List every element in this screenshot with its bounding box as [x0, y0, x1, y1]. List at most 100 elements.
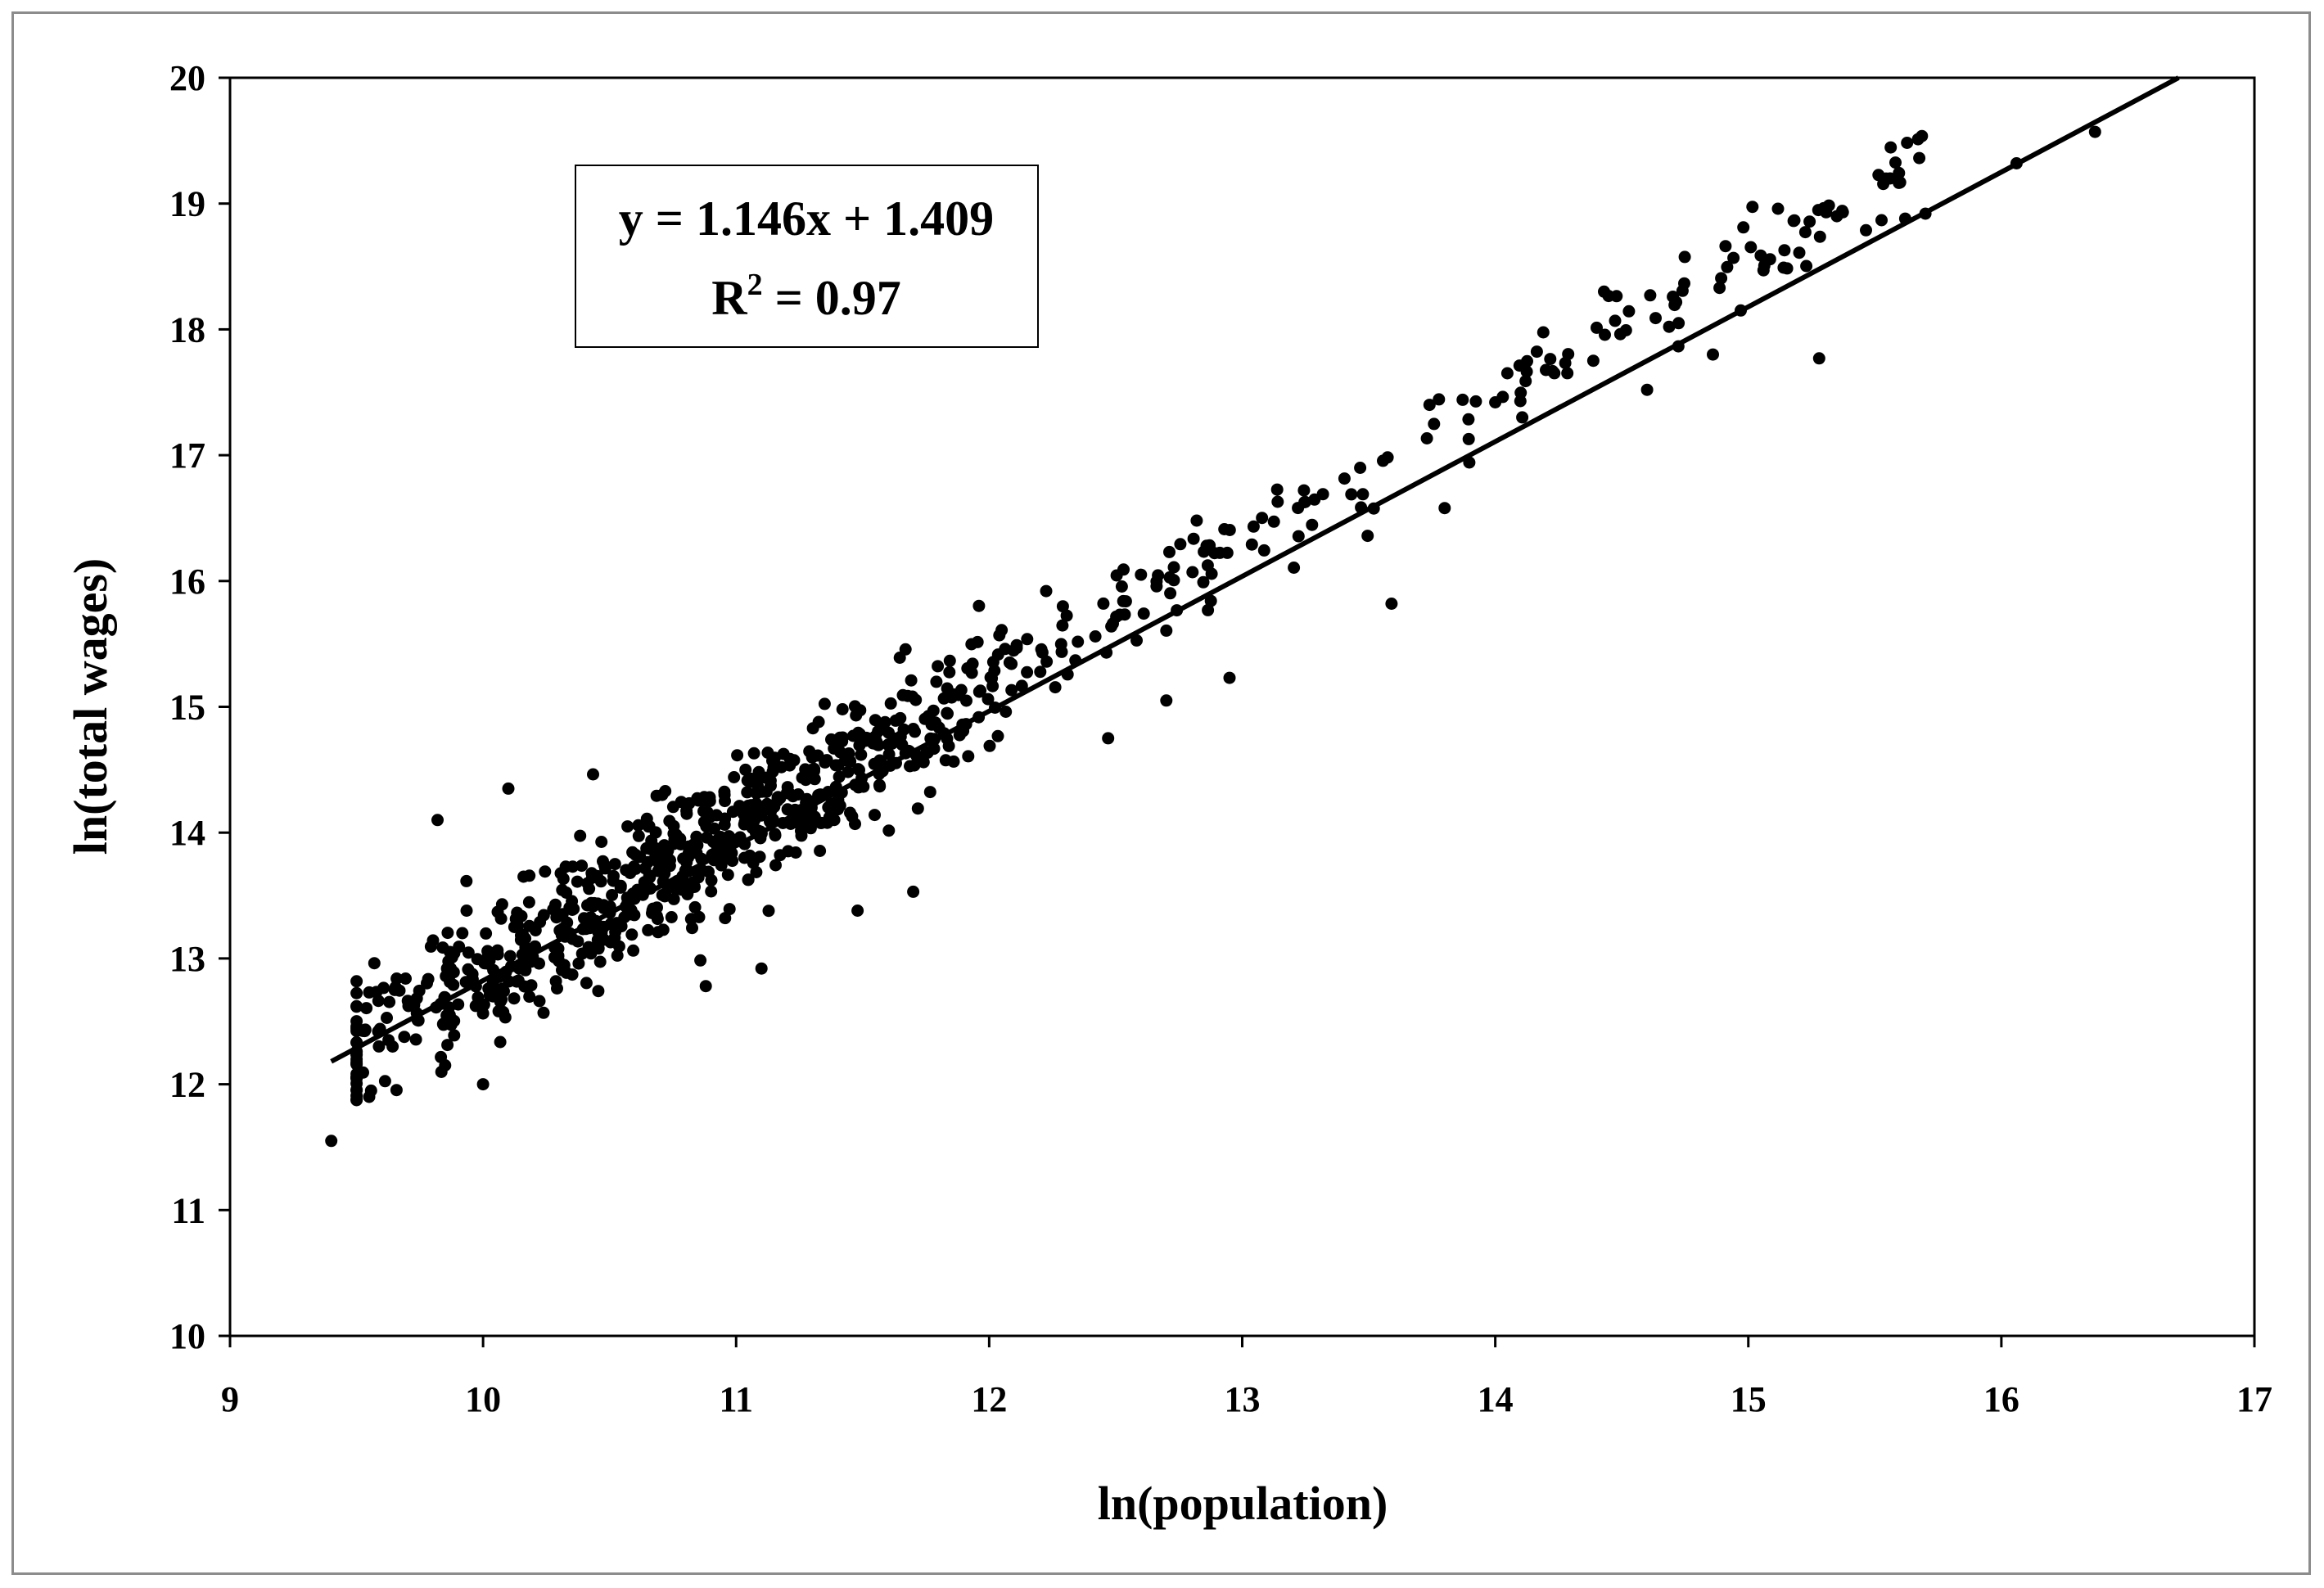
- data-point: [690, 830, 703, 843]
- data-point: [1530, 345, 1543, 359]
- data-point: [686, 922, 698, 935]
- data-point: [561, 916, 574, 929]
- x-tick-label: 14: [1478, 1379, 1514, 1419]
- data-point: [728, 771, 741, 783]
- data-point: [755, 962, 768, 975]
- data-point: [574, 829, 587, 842]
- data-point: [661, 844, 675, 857]
- data-point: [764, 774, 777, 787]
- data-point: [947, 755, 960, 768]
- data-point: [1297, 484, 1311, 497]
- data-point: [1721, 260, 1734, 273]
- data-point: [762, 905, 775, 918]
- data-point: [850, 709, 863, 722]
- data-point: [1150, 575, 1163, 588]
- data-point: [582, 941, 595, 954]
- data-point: [350, 1058, 363, 1071]
- data-point: [1771, 202, 1785, 215]
- data-point: [1256, 512, 1269, 525]
- data-point: [510, 975, 523, 988]
- data-point: [1591, 321, 1603, 334]
- data-point: [363, 1090, 376, 1103]
- data-point: [426, 934, 440, 947]
- data-point: [923, 786, 936, 799]
- data-point: [750, 866, 763, 878]
- data-point: [447, 966, 460, 979]
- data-point: [1860, 223, 1872, 237]
- data-point: [962, 750, 975, 763]
- data-point: [1822, 199, 1835, 212]
- data-point: [711, 841, 724, 855]
- data-point: [941, 682, 954, 695]
- data-point: [459, 976, 472, 989]
- data-point: [575, 859, 589, 873]
- data-point: [1433, 393, 1446, 406]
- data-point: [1056, 619, 1069, 632]
- data-point: [1271, 495, 1284, 508]
- data-point: [460, 874, 473, 887]
- data-point: [1544, 353, 1557, 366]
- data-point: [731, 749, 744, 762]
- y-tick-label: 20: [169, 58, 205, 98]
- data-point: [657, 923, 670, 936]
- data-point: [941, 706, 954, 720]
- data-point: [677, 852, 690, 865]
- data-point: [1803, 215, 1816, 228]
- data-point: [1798, 226, 1812, 239]
- data-point: [851, 763, 864, 776]
- y-tick-label: 13: [169, 939, 205, 979]
- data-point: [437, 1018, 450, 1031]
- data-point: [945, 691, 958, 704]
- data-point: [705, 885, 718, 898]
- data-point: [986, 656, 1000, 669]
- data-point: [390, 1084, 403, 1097]
- data-point: [1160, 624, 1173, 637]
- data-point: [993, 629, 1006, 642]
- data-point: [724, 831, 736, 844]
- data-point: [393, 984, 406, 997]
- data-point: [769, 859, 782, 872]
- data-point: [1292, 530, 1305, 543]
- data-point: [534, 916, 547, 928]
- data-point: [1610, 290, 1623, 303]
- data-point: [782, 845, 795, 858]
- data-point: [350, 1000, 363, 1013]
- data-point: [1072, 635, 1085, 648]
- data-point: [699, 980, 712, 993]
- data-point: [965, 638, 978, 651]
- data-point: [702, 865, 715, 878]
- data-point: [849, 818, 861, 831]
- data-point: [882, 824, 896, 837]
- data-point: [377, 981, 390, 995]
- data-point: [851, 905, 864, 917]
- data-point: [1622, 305, 1636, 318]
- data-point: [557, 873, 570, 886]
- y-axis: 10 11 12 13 14 15 16 17 18 19 20: [169, 58, 230, 1356]
- data-point: [1893, 176, 1907, 189]
- data-point: [494, 1035, 507, 1049]
- data-point: [1777, 261, 1790, 274]
- data-point: [1174, 538, 1187, 551]
- plot-area: [228, 76, 2256, 1338]
- data-point: [1381, 451, 1394, 464]
- data-point: [905, 674, 918, 687]
- data-point: [739, 763, 752, 776]
- data-point: [742, 873, 755, 886]
- data-point: [439, 1059, 452, 1071]
- data-point: [1599, 328, 1611, 341]
- data-point: [1245, 538, 1258, 551]
- data-point: [855, 748, 868, 761]
- data-point: [961, 662, 974, 674]
- data-point: [1345, 488, 1358, 501]
- data-point: [515, 932, 528, 944]
- data-point: [614, 879, 627, 892]
- r-squared-value: = 0.97: [763, 271, 901, 325]
- data-point: [1763, 253, 1776, 266]
- data-point: [611, 949, 624, 962]
- data-point: [399, 972, 412, 985]
- data-point: [1167, 561, 1180, 574]
- data-point: [822, 801, 835, 814]
- data-point: [769, 829, 782, 842]
- data-point: [571, 935, 584, 948]
